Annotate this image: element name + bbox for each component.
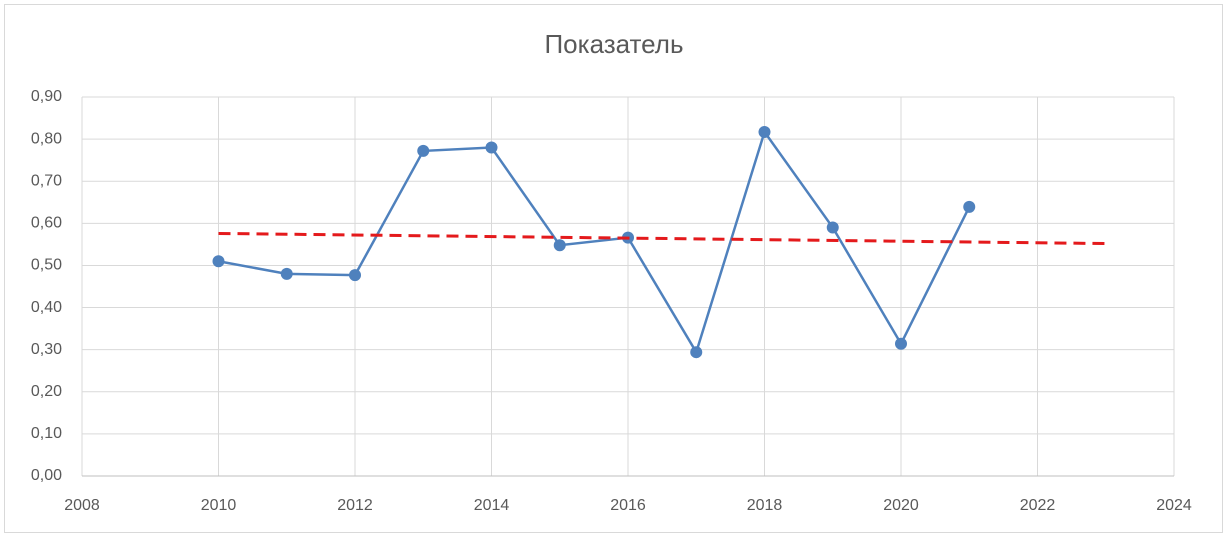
x-tick-label: 2016 xyxy=(610,497,646,514)
data-point xyxy=(963,200,976,213)
y-tick-label: 0,70 xyxy=(31,172,62,189)
y-tick-label: 0,40 xyxy=(31,299,62,316)
data-point xyxy=(895,337,907,350)
x-tick-label: 2010 xyxy=(201,497,237,514)
y-tick-label: 0,20 xyxy=(31,383,62,400)
data-point xyxy=(280,267,293,280)
data-point xyxy=(690,346,703,359)
x-tick-label: 2012 xyxy=(337,497,373,514)
x-tick-label: 2024 xyxy=(1156,497,1192,514)
x-tick-label: 2022 xyxy=(1020,497,1056,514)
x-tick-label: 2020 xyxy=(883,497,919,514)
trend-line xyxy=(218,231,1106,246)
data-point xyxy=(417,144,430,157)
x-tick-label: 2008 xyxy=(64,497,100,514)
y-tick-label: 0,10 xyxy=(31,425,62,442)
x-tick-label: 2018 xyxy=(747,497,783,514)
chart-title: Показатель xyxy=(544,29,683,59)
data-point xyxy=(758,125,771,138)
data-point xyxy=(553,239,566,252)
y-tick-label: 0,30 xyxy=(31,341,62,358)
data-point xyxy=(349,269,361,282)
y-tick-label: 0,80 xyxy=(31,130,62,147)
y-tick-label: 0,00 xyxy=(31,467,62,484)
y-tick-label: 0,50 xyxy=(31,257,62,274)
data-point xyxy=(826,221,839,234)
x-tick-label: 2014 xyxy=(474,497,510,514)
data-point xyxy=(212,255,225,268)
y-tick-label: 0,90 xyxy=(31,88,62,105)
series-line xyxy=(218,129,971,356)
y-tick-label: 0,60 xyxy=(31,215,62,232)
data-point xyxy=(485,141,498,154)
chart-frame xyxy=(4,4,1223,533)
